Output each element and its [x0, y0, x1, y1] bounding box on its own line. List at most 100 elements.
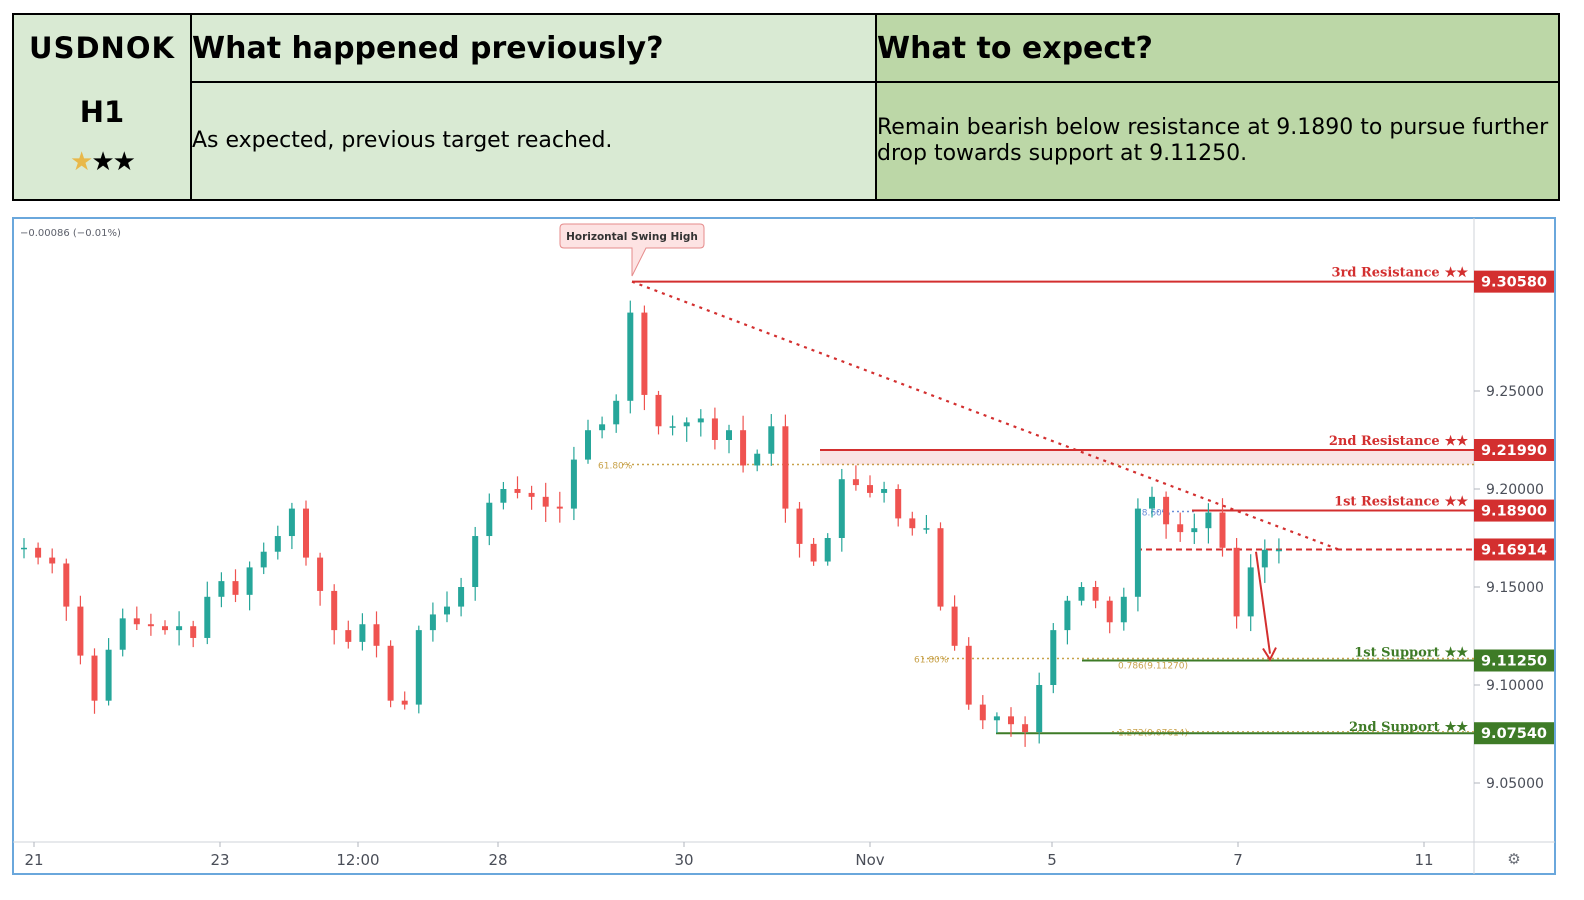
- candle-body: [711, 418, 718, 440]
- level-name: 1st Resistance: [1334, 495, 1440, 510]
- candle-body: [726, 430, 732, 440]
- x-tick-label: 23: [210, 851, 229, 869]
- expect-text: Remain bearish below resistance at 9.189…: [875, 81, 1560, 201]
- candle-body: [655, 394, 662, 427]
- y-tick-label: 9.15000: [1486, 580, 1544, 596]
- chart-frame: [12, 217, 1556, 875]
- candle-body: [204, 596, 211, 638]
- trend-layer: Horizontal Swing High: [559, 223, 1343, 662]
- level-name-label: 1st Support ★★: [1354, 646, 1468, 661]
- rating-stars: ★★★: [14, 147, 190, 177]
- price-tag-label: 9.07540: [1481, 726, 1547, 742]
- candle-body: [1261, 549, 1268, 568]
- candle-body: [1247, 567, 1254, 617]
- candle-body: [1008, 716, 1014, 725]
- candle-body: [232, 581, 239, 595]
- candle-body: [387, 645, 394, 701]
- projection-arrow-shaft: [1255, 551, 1271, 654]
- candles-layer: [21, 300, 1282, 747]
- candle-body: [937, 528, 944, 607]
- candle-body: [274, 536, 281, 552]
- level-name-label: 3rd Resistance ★★: [1331, 266, 1468, 281]
- candle-body: [91, 655, 98, 701]
- candle-body: [1106, 600, 1113, 623]
- level-name-label: 2nd Resistance ★★: [1329, 434, 1468, 449]
- x-tick-label: Nov: [855, 851, 884, 869]
- level-stars: ★★: [1445, 646, 1469, 661]
- downtrend-line: [631, 280, 1343, 552]
- candle-body: [1120, 596, 1127, 623]
- candle-body: [852, 479, 859, 486]
- level-name: 1st Support: [1354, 646, 1439, 661]
- candle-body: [162, 626, 168, 631]
- price-tag: [1474, 499, 1554, 522]
- price-tag: [1474, 649, 1554, 672]
- candle-body: [1050, 630, 1057, 685]
- candle-body: [754, 453, 761, 466]
- candle-body: [1233, 547, 1240, 617]
- price-tag-label: 9.21990: [1481, 443, 1547, 459]
- candle-body: [458, 587, 465, 607]
- candle-body: [1078, 587, 1085, 601]
- candle-body: [1022, 724, 1029, 733]
- candle-body: [1036, 685, 1043, 733]
- price-chart: −0.00086 (−0.01%) 61.80% 78.60% 61.80% 0.78…: [12, 217, 1556, 875]
- candle-body: [1149, 496, 1155, 509]
- star-icon: ★: [91, 147, 114, 177]
- candle-body: [909, 518, 916, 529]
- fib-label: 61.80%: [598, 462, 633, 472]
- candle-body: [176, 626, 183, 631]
- candle-body: [599, 424, 606, 431]
- candle-body: [881, 489, 888, 493]
- candle-body: [133, 618, 140, 625]
- level-stars: ★★: [1445, 434, 1469, 449]
- candle-body: [1275, 549, 1282, 552]
- candle-body: [1177, 524, 1184, 533]
- level-name: 3rd Resistance: [1331, 266, 1439, 281]
- candle-body: [993, 716, 1000, 721]
- level-stars: ★★: [1445, 495, 1469, 510]
- candle-body: [697, 418, 704, 423]
- candle-body: [486, 502, 493, 537]
- candle-body: [373, 624, 380, 646]
- candle-body: [472, 536, 479, 587]
- y-tick-label: 9.05000: [1486, 776, 1544, 792]
- candle-body: [190, 626, 197, 638]
- candle-body: [1134, 508, 1141, 597]
- candle-body: [401, 700, 408, 705]
- axis-layer: 9.05000 9.10000 9.15000 9.20000 9.25000 21 23 1…: [24, 384, 1543, 869]
- candle-body: [444, 606, 450, 615]
- candle-body: [1163, 496, 1170, 525]
- fib-label: 78.60%: [1136, 509, 1171, 519]
- candle-body: [63, 563, 70, 607]
- candle-body: [303, 508, 309, 558]
- resistance-zone: [820, 449, 1474, 465]
- candle-body: [147, 624, 154, 627]
- price-tag-label: 9.30580: [1481, 275, 1547, 291]
- candle-body: [641, 312, 648, 395]
- symbol-cell: USDNOK H1 ★★★: [12, 13, 192, 201]
- candle-body: [35, 547, 42, 558]
- candle-body: [683, 422, 690, 427]
- candle-body: [218, 581, 225, 597]
- projection-arrow-head: [1262, 647, 1277, 662]
- price-tag: [1474, 438, 1554, 461]
- price-tag-label: 9.16914: [1481, 542, 1547, 558]
- x-tick-label: 7: [1233, 851, 1243, 869]
- candle-body: [1064, 600, 1071, 631]
- candle-body: [810, 543, 817, 562]
- candle-body: [359, 624, 366, 642]
- y-tick-label: 9.25000: [1486, 384, 1544, 400]
- candle-body: [415, 630, 422, 705]
- previous-text: As expected, previous target reached.: [190, 81, 877, 201]
- y-tick-label: 9.20000: [1486, 482, 1544, 498]
- settings-gear-icon[interactable]: ⚙: [1507, 850, 1520, 868]
- price-tags-layer: 9.30580 9.21990 9.18900 9.16914 9.11250 9.075…: [1474, 270, 1554, 745]
- candle-body: [119, 618, 126, 650]
- x-tick-label: 12:00: [336, 851, 379, 869]
- candle-body: [895, 489, 902, 519]
- price-tag-label: 9.18900: [1481, 504, 1547, 520]
- swing-high-label: Horizontal Swing High: [566, 231, 698, 243]
- fib-label: 0.786(9.11270): [1118, 662, 1188, 672]
- candle-body: [951, 606, 958, 646]
